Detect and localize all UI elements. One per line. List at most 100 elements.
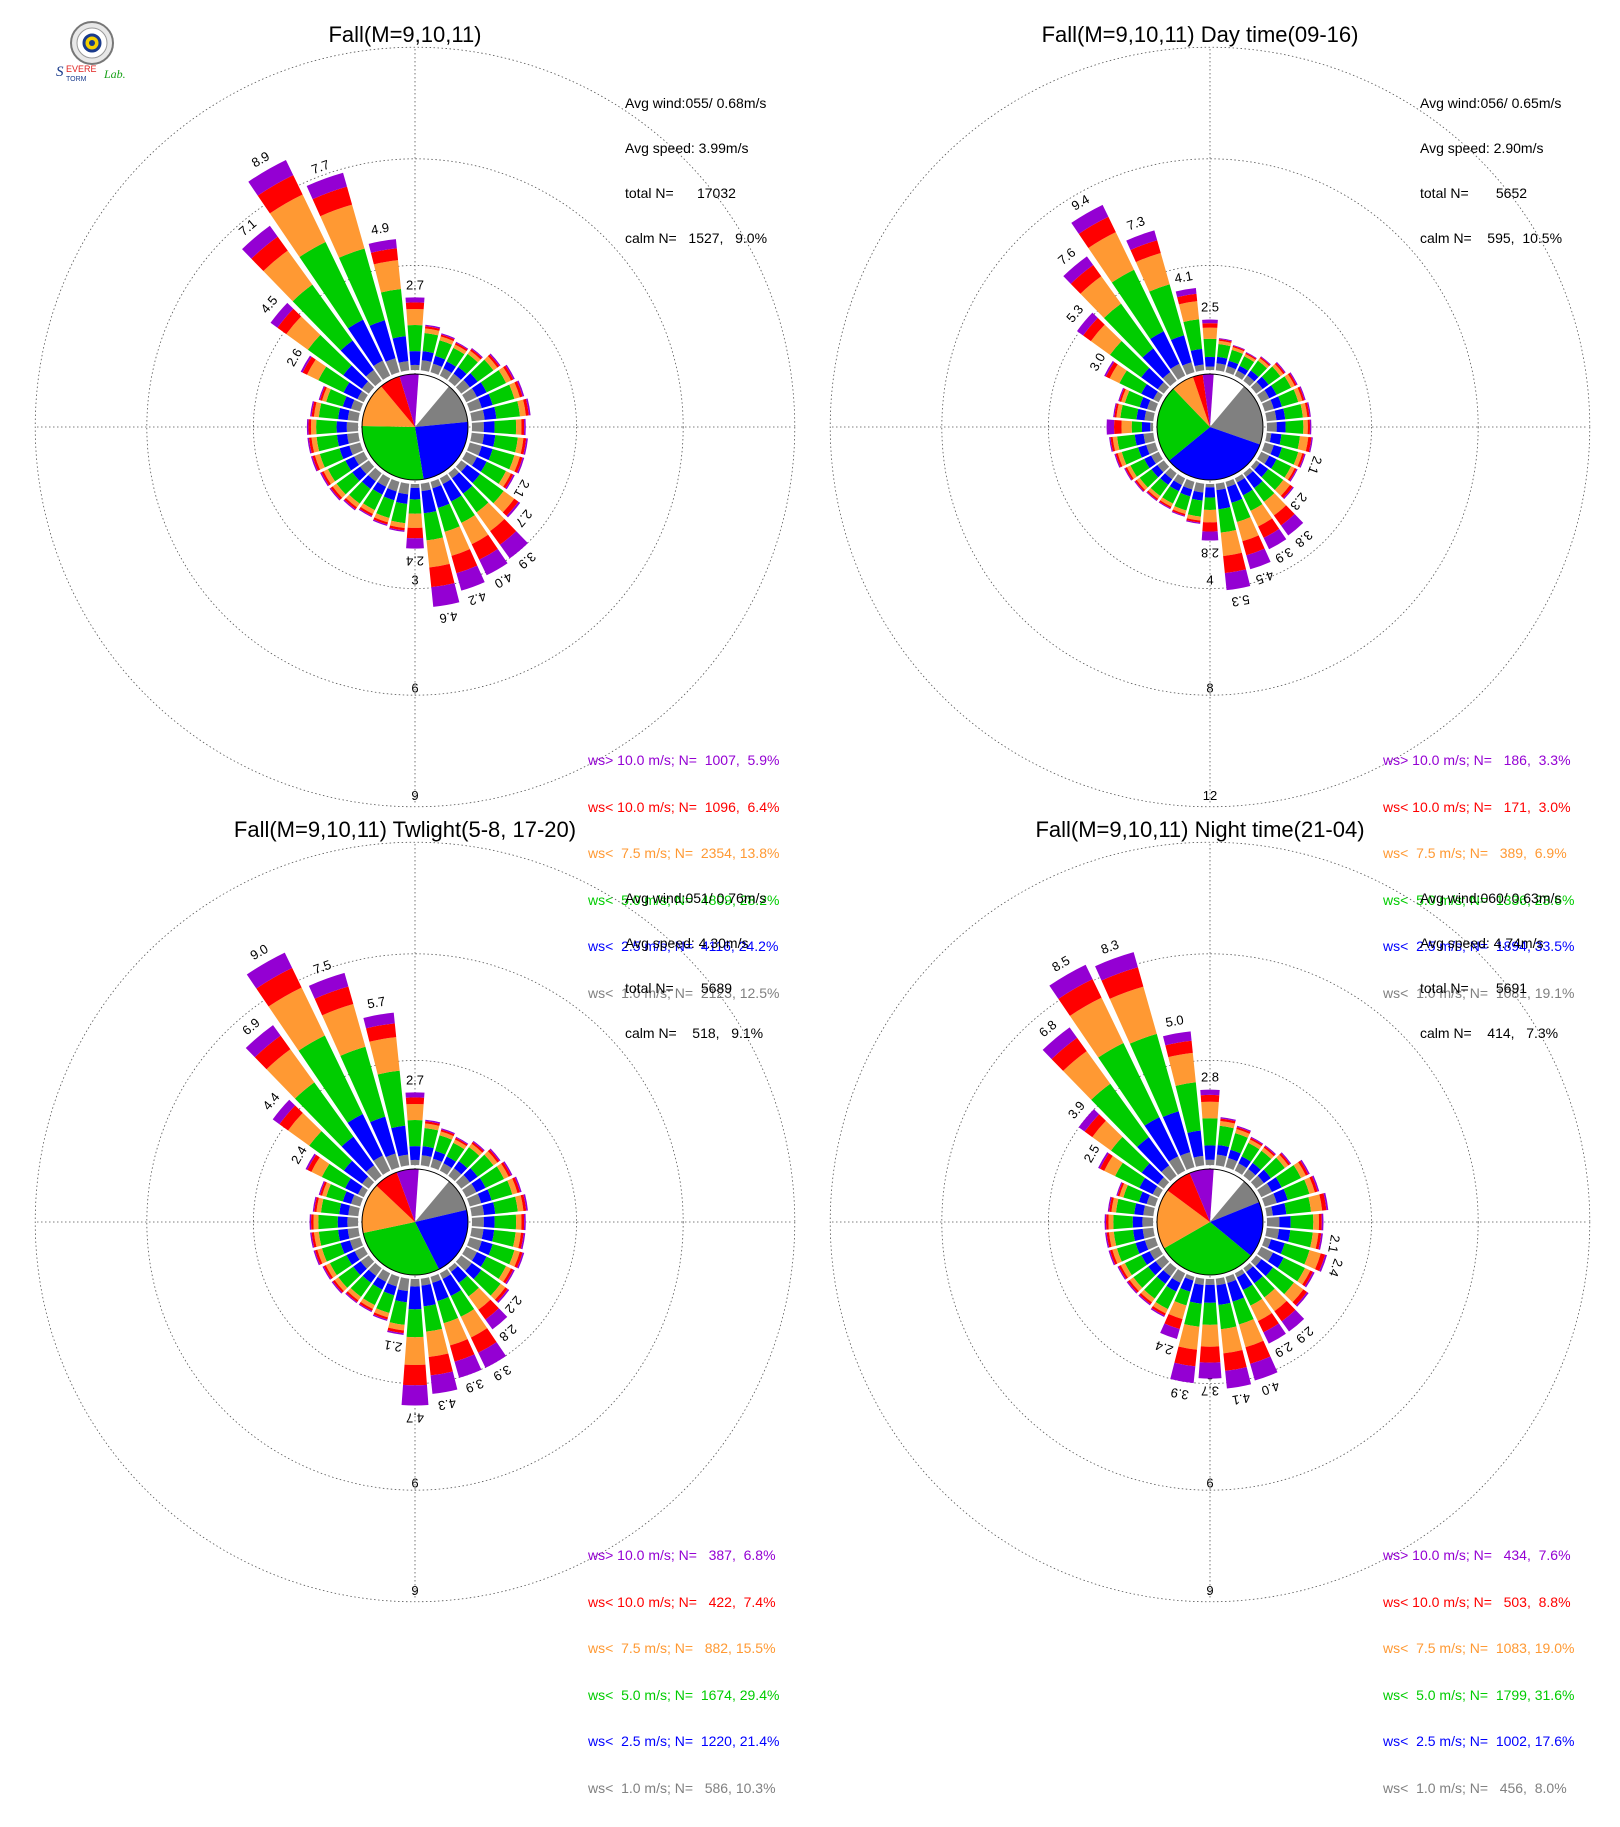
bar-segment (1126, 230, 1158, 251)
bar-label: 9.4 (1069, 191, 1092, 213)
bar-label: 3.9 (464, 1376, 486, 1396)
bar-segment (306, 359, 327, 381)
bar-segment (472, 473, 504, 504)
bar-segment (1218, 1302, 1237, 1330)
bar-segment (1266, 422, 1277, 432)
bar-segment (358, 1303, 373, 1313)
pie-outline (361, 373, 469, 481)
bar-label: 2.4 (288, 1143, 310, 1166)
bar-segment (372, 481, 387, 495)
bar-segment (1126, 465, 1137, 479)
bar-segment (316, 1197, 324, 1213)
bar-segment (472, 1140, 485, 1152)
bar-segment (462, 1183, 477, 1198)
ring-label: 6 (1206, 1475, 1213, 1490)
bar-segment (318, 385, 325, 401)
bar-segment (1264, 1288, 1287, 1312)
bar-segment (1191, 490, 1204, 501)
bar-label: 4.0 (492, 569, 515, 591)
bar-label: 2.1 (1325, 1234, 1343, 1254)
bar-segment (405, 297, 425, 303)
bar-segment (450, 1289, 475, 1317)
bar-segment (1198, 1362, 1222, 1379)
bar-segment (1115, 453, 1123, 468)
bar-segment (1120, 1263, 1132, 1278)
bar-segment (1279, 1216, 1291, 1228)
bar-segment (1274, 479, 1291, 496)
bar-segment (288, 1112, 322, 1146)
bar-segment (1321, 1213, 1324, 1231)
bar-label: 5.7 (366, 994, 386, 1012)
bar-segment (329, 487, 341, 501)
legend-entry: ws< 2.5 m/s; N= 4116, 24.2% (588, 938, 779, 954)
svg-text:TORM: TORM (66, 76, 87, 83)
avg-wind: Avg wind:060/ 0.63m/s (1420, 890, 1562, 906)
bar-segment (493, 490, 515, 513)
bar-label: 2.7 (406, 1072, 424, 1087)
bar-segment (377, 1070, 406, 1129)
bar-segment (387, 1327, 404, 1334)
bar-segment (369, 1037, 400, 1075)
bar-label: 8.5 (1049, 953, 1072, 975)
bar-segment (1117, 1182, 1125, 1197)
bar-segment (269, 194, 326, 258)
bar-segment (321, 1163, 351, 1189)
wind-rose-chart: 3 6 9 2.6 4.5 7.1 8.9 7.7 4.9 2.7 2.1 2.7 3.94.04.2 4… (34, 46, 796, 808)
bar-segment (455, 379, 470, 394)
bar-segment (432, 485, 450, 508)
bar-segment (310, 401, 315, 417)
bar-segment (1110, 1136, 1150, 1173)
pie-slice (381, 376, 415, 427)
bar-label: 6.9 (239, 1015, 262, 1038)
bar-segment (478, 1240, 493, 1256)
bar-segment (1250, 460, 1260, 470)
bar-segment (310, 456, 318, 472)
bar-label: 5.3 (1063, 302, 1086, 325)
ring-label: 9 (411, 788, 418, 803)
bar-label: 2.4 (1326, 1257, 1346, 1279)
bar-segment (1276, 1154, 1289, 1168)
bar-segment (1273, 1188, 1288, 1204)
bar-segment (430, 478, 442, 489)
bar-segment (1190, 348, 1204, 367)
bar-segment (1109, 986, 1157, 1044)
bar-segment (343, 365, 369, 389)
bar-segment (1261, 1237, 1272, 1249)
bar-segment (1170, 1362, 1196, 1384)
bar-segment (1139, 1293, 1153, 1305)
bar-segment (377, 1269, 391, 1282)
bar-segment (1155, 1255, 1170, 1269)
bar-segment (1131, 421, 1143, 433)
bar-segment (1189, 1283, 1204, 1304)
bar-segment (512, 1177, 521, 1193)
bar-segment (1219, 1120, 1235, 1129)
bar-segment (320, 204, 365, 258)
bar-segment (1143, 1205, 1155, 1217)
bar-segment (1288, 1230, 1313, 1248)
bar-segment (1218, 338, 1232, 342)
bar-segment (353, 1261, 367, 1276)
bar-label: 7.7 (309, 157, 331, 177)
bar-segment (1243, 375, 1255, 387)
bar-segment (1186, 520, 1201, 524)
bar-label: 3.9 (1169, 1385, 1189, 1403)
bar-segment (494, 1287, 508, 1302)
bar-segment (311, 1232, 317, 1248)
bar-segment (1105, 361, 1118, 379)
bar-segment (357, 1186, 368, 1198)
bar-segment (1171, 511, 1185, 517)
bar-segment (1245, 1340, 1271, 1364)
bar-segment (1272, 363, 1284, 377)
bar-segment (245, 1025, 281, 1058)
bar-segment (311, 1214, 314, 1230)
bar-segment (1141, 422, 1151, 432)
bar-segment (1215, 1154, 1227, 1167)
bar-segment (442, 479, 462, 502)
bar-segment (376, 496, 395, 518)
calm-count: calm N= 518, 9.1% (625, 1025, 764, 1041)
bar-segment (506, 501, 521, 518)
bar-segment (517, 380, 525, 397)
bar-segment (480, 370, 507, 393)
bar-segment (1127, 1279, 1139, 1293)
bar-label: 2.6 (283, 346, 305, 369)
